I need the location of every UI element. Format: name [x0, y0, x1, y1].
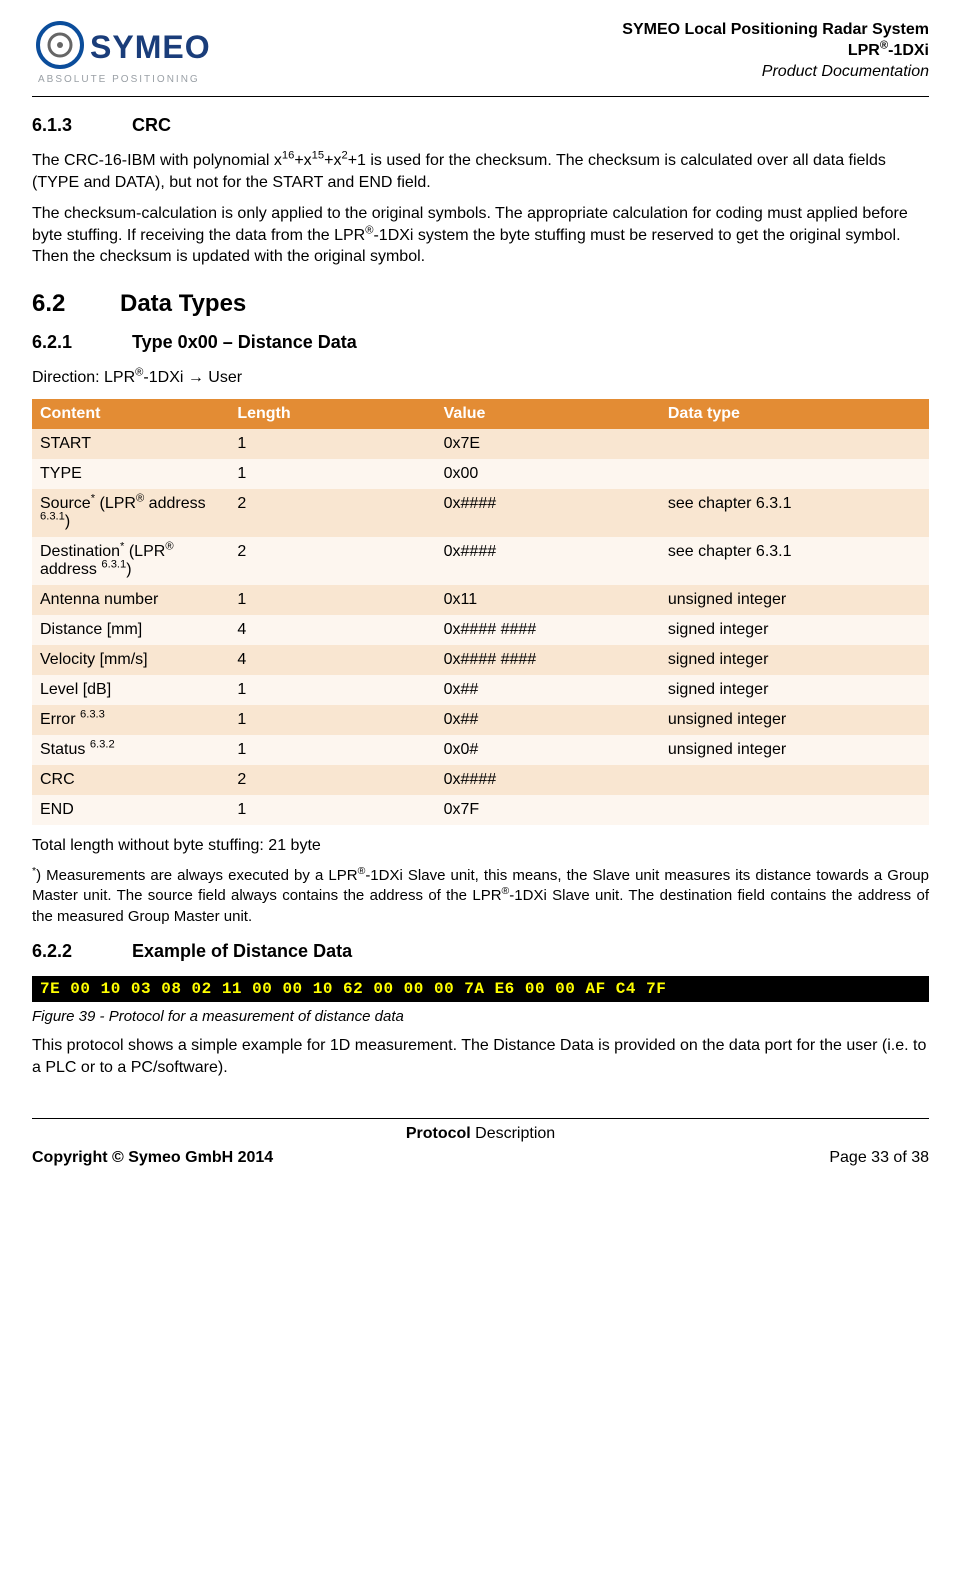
cell-length: 4 — [229, 645, 435, 675]
cell-length: 1 — [229, 429, 435, 459]
cell-value: 0x7E — [436, 429, 660, 459]
cell-value: 0x#### #### — [436, 645, 660, 675]
table-row: Destination* (LPR® address 6.3.1)20x####… — [32, 537, 929, 585]
cell-datatype — [660, 795, 929, 825]
cell-value: 0x7F — [436, 795, 660, 825]
header-line2: LPR®-1DXi — [622, 41, 929, 62]
footer-row: Copyright © Symeo GmbH 2014 Page 33 of 3… — [32, 1149, 929, 1167]
figure-caption-39: Figure 39 - Protocol for a measurement o… — [32, 1008, 929, 1025]
cell-length: 2 — [229, 765, 435, 795]
cell-datatype: unsigned integer — [660, 735, 929, 765]
heading-6-2-1: 6.2.1Type 0x00 – Distance Data — [32, 332, 929, 353]
heading-6-2-2: 6.2.2Example of Distance Data — [32, 941, 929, 962]
cell-content: TYPE — [32, 459, 229, 489]
cell-value: 0x11 — [436, 585, 660, 615]
header-rule — [32, 96, 929, 97]
page-header: SYMEO ABSOLUTE POSITIONING SYMEO Local P… — [32, 20, 929, 90]
cell-length: 1 — [229, 675, 435, 705]
th-content: Content — [32, 399, 229, 429]
cell-length: 2 — [229, 489, 435, 537]
table-row: Status 6.3.210x0#unsigned integer — [32, 735, 929, 765]
svg-text:SYMEO: SYMEO — [90, 29, 211, 65]
table-row: CRC20x#### — [32, 765, 929, 795]
cell-datatype: signed integer — [660, 645, 929, 675]
table-row: Velocity [mm/s]40x#### ####signed intege… — [32, 645, 929, 675]
cell-content: Level [dB] — [32, 675, 229, 705]
cell-content: Error 6.3.3 — [32, 705, 229, 735]
footer-center: Protocol Description — [32, 1125, 929, 1143]
heading-6-1-3: 6.1.3CRC — [32, 115, 929, 136]
symeo-logo-icon: SYMEO ABSOLUTE POSITIONING — [32, 20, 242, 90]
cell-value: 0x#### — [436, 489, 660, 537]
header-titles: SYMEO Local Positioning Radar System LPR… — [622, 20, 929, 82]
distance-data-table: Content Length Value Data type START10x7… — [32, 399, 929, 825]
para-crc-1: The CRC-16-IBM with polynomial x16+x15+x… — [32, 150, 929, 193]
cell-value: 0x## — [436, 705, 660, 735]
table-row: TYPE10x00 — [32, 459, 929, 489]
cell-length: 1 — [229, 735, 435, 765]
table-header-row: Content Length Value Data type — [32, 399, 929, 429]
cell-datatype — [660, 459, 929, 489]
table-row: Error 6.3.310x##unsigned integer — [32, 705, 929, 735]
cell-datatype: signed integer — [660, 675, 929, 705]
cell-length: 4 — [229, 615, 435, 645]
header-line1: SYMEO Local Positioning Radar System — [622, 20, 929, 41]
cell-value: 0x#### — [436, 765, 660, 795]
cell-datatype — [660, 765, 929, 795]
direction-line: Direction: LPR®-1DXi → User — [32, 367, 929, 389]
cell-content: Status 6.3.2 — [32, 735, 229, 765]
cell-length: 2 — [229, 537, 435, 585]
svg-text:ABSOLUTE POSITIONING: ABSOLUTE POSITIONING — [38, 74, 200, 85]
table-row: START10x7E — [32, 429, 929, 459]
hex-example: 7E 00 10 03 08 02 11 00 00 10 62 00 00 0… — [32, 976, 929, 1002]
cell-length: 1 — [229, 705, 435, 735]
cell-content: Source* (LPR® address 6.3.1) — [32, 489, 229, 537]
cell-datatype: see chapter 6.3.1 — [660, 537, 929, 585]
footer-page: Page 33 of 38 — [829, 1149, 929, 1167]
table-row: Antenna number10x11unsigned integer — [32, 585, 929, 615]
cell-content: END — [32, 795, 229, 825]
total-length: Total length without byte stuffing: 21 b… — [32, 835, 929, 857]
cell-length: 1 — [229, 795, 435, 825]
cell-value: 0x0# — [436, 735, 660, 765]
cell-value: 0x## — [436, 675, 660, 705]
th-datatype: Data type — [660, 399, 929, 429]
cell-datatype: unsigned integer — [660, 585, 929, 615]
footer-copyright: Copyright © Symeo GmbH 2014 — [32, 1149, 273, 1167]
cell-datatype: see chapter 6.3.1 — [660, 489, 929, 537]
cell-length: 1 — [229, 585, 435, 615]
cell-content: Antenna number — [32, 585, 229, 615]
cell-content: CRC — [32, 765, 229, 795]
para-example: This protocol shows a simple example for… — [32, 1035, 929, 1078]
th-length: Length — [229, 399, 435, 429]
cell-datatype — [660, 429, 929, 459]
cell-length: 1 — [229, 459, 435, 489]
cell-content: Distance [mm] — [32, 615, 229, 645]
para-crc-2: The checksum-calculation is only applied… — [32, 203, 929, 268]
logo: SYMEO ABSOLUTE POSITIONING — [32, 20, 242, 90]
cell-value: 0x#### #### — [436, 615, 660, 645]
th-value: Value — [436, 399, 660, 429]
cell-datatype: signed integer — [660, 615, 929, 645]
table-row: END10x7F — [32, 795, 929, 825]
table-row: Level [dB]10x##signed integer — [32, 675, 929, 705]
cell-datatype: unsigned integer — [660, 705, 929, 735]
table-row: Distance [mm]40x#### ####signed integer — [32, 615, 929, 645]
header-line3: Product Documentation — [622, 62, 929, 83]
table-row: Source* (LPR® address 6.3.1)20x####see c… — [32, 489, 929, 537]
cell-content: Velocity [mm/s] — [32, 645, 229, 675]
cell-value: 0x00 — [436, 459, 660, 489]
cell-content: START — [32, 429, 229, 459]
footnote-measurements: *) Measurements are always executed by a… — [32, 866, 929, 927]
cell-value: 0x#### — [436, 537, 660, 585]
cell-content: Destination* (LPR® address 6.3.1) — [32, 537, 229, 585]
footer-rule — [32, 1118, 929, 1119]
heading-6-2: 6.2Data Types — [32, 290, 929, 318]
